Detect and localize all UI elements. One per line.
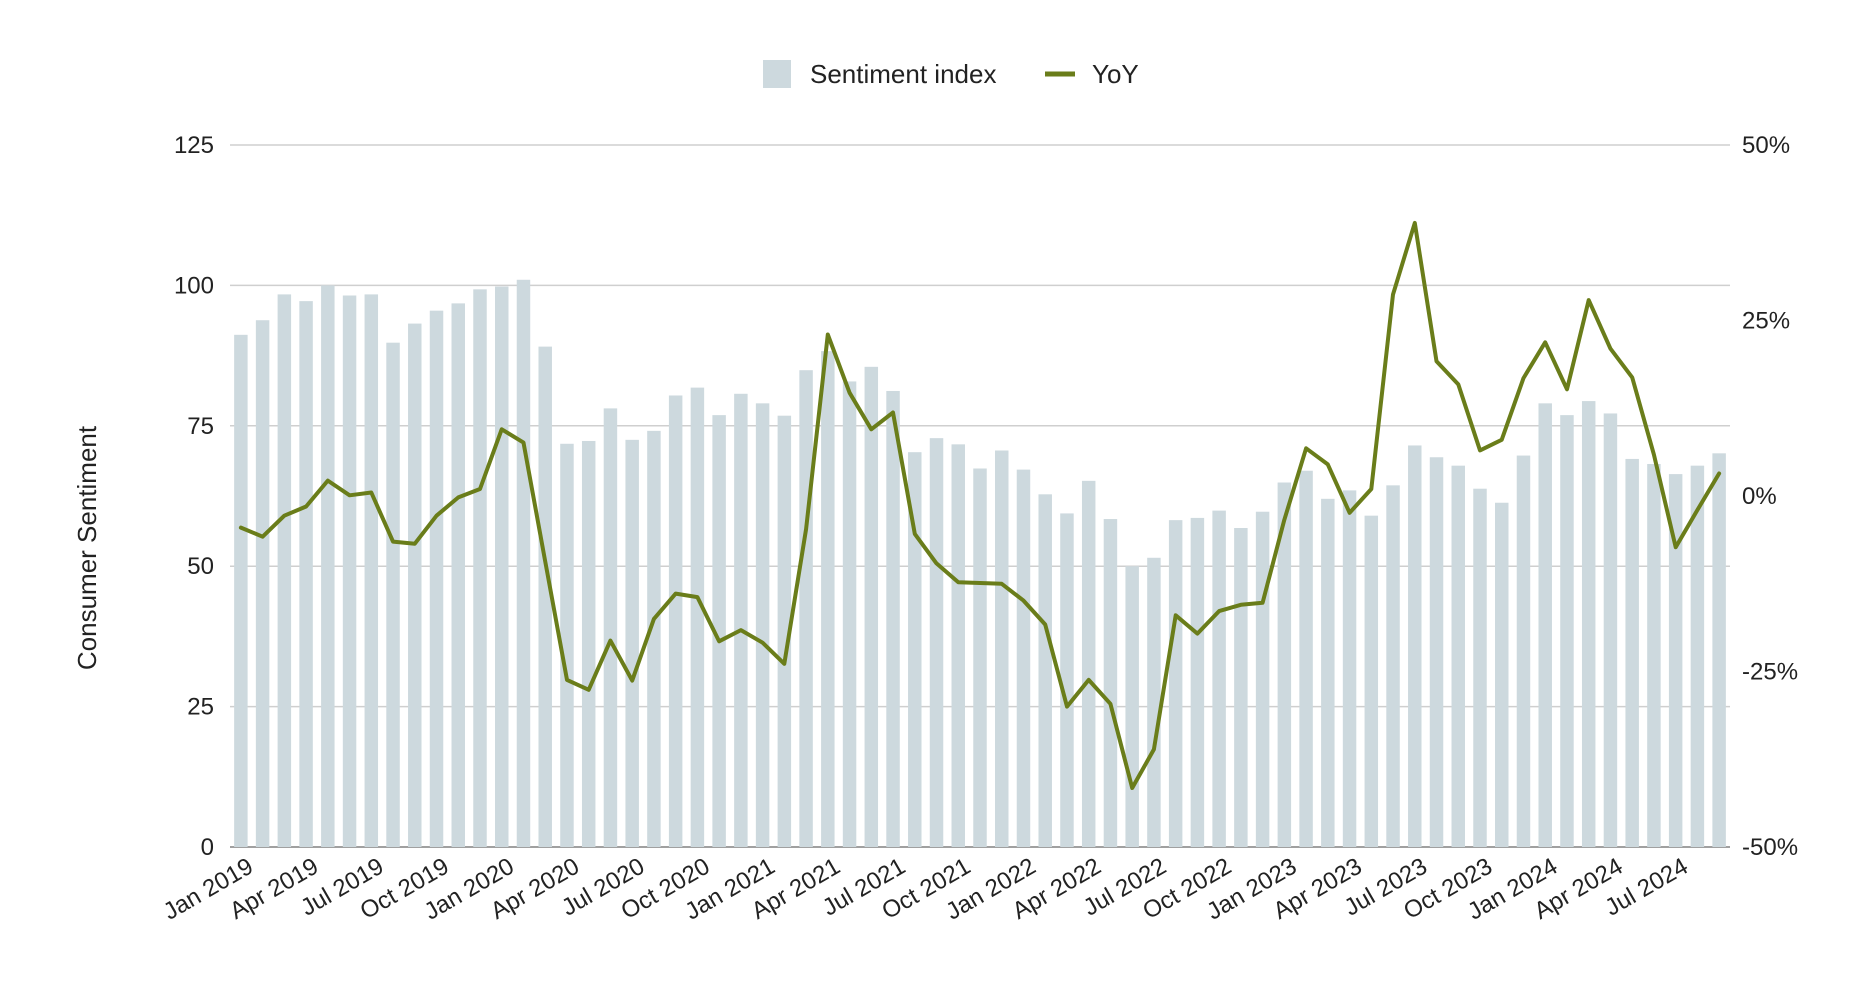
bar	[1234, 528, 1248, 847]
bar	[755, 403, 770, 847]
bar	[1451, 465, 1465, 847]
bar	[1581, 401, 1596, 847]
bar	[1060, 513, 1074, 847]
bar	[364, 294, 379, 847]
bar	[234, 334, 248, 847]
legend-label-sentiment-index: Sentiment index	[810, 59, 996, 89]
bar	[516, 279, 531, 847]
bar	[451, 303, 465, 847]
bar	[1038, 494, 1052, 847]
y-axis-title: Consumer Sentiment	[72, 425, 102, 670]
y-tick-label-left: 100	[174, 272, 214, 299]
bar	[1647, 463, 1661, 847]
y-tick-label-left: 25	[187, 694, 214, 721]
yoy-line-group	[238, 220, 1722, 790]
bar	[668, 395, 683, 847]
bar	[1473, 488, 1487, 847]
bar	[734, 393, 748, 847]
bar	[647, 430, 661, 847]
bar	[1342, 490, 1357, 847]
bar	[1016, 469, 1031, 847]
y-tick-label-right: 25%	[1742, 308, 1790, 335]
bar	[538, 346, 552, 847]
bar	[929, 438, 944, 847]
y-tick-label-left: 75	[187, 413, 214, 440]
bar	[473, 289, 487, 848]
bar	[973, 468, 987, 847]
bar	[908, 452, 922, 847]
bar	[1408, 445, 1422, 847]
y-tick-label-left: 0	[201, 834, 214, 861]
bar	[1516, 455, 1531, 847]
bar	[1364, 515, 1379, 847]
legend: Sentiment index YoY	[763, 59, 1139, 89]
bar	[821, 351, 835, 847]
bar	[386, 342, 400, 847]
bar	[1103, 519, 1118, 847]
bar	[625, 439, 639, 847]
bar	[1299, 470, 1313, 847]
bar	[1625, 458, 1639, 847]
bar	[1081, 480, 1096, 847]
bar	[603, 408, 618, 847]
y-axis-right: -50% -25% 0% 25% 50%	[1742, 132, 1798, 861]
y-axis-left: 0 25 50 75 100 125	[174, 132, 214, 861]
legend-label-yoy: YoY	[1092, 59, 1139, 89]
y-tick-label-right: -50%	[1742, 834, 1798, 861]
bar	[1168, 520, 1183, 847]
bar	[1255, 511, 1270, 847]
bar	[951, 444, 965, 847]
bar	[342, 295, 357, 847]
y-tick-label-left: 125	[174, 132, 214, 159]
bar	[777, 415, 792, 847]
bar	[1603, 413, 1618, 847]
bar	[560, 443, 574, 847]
bar	[299, 301, 313, 848]
bar	[255, 320, 270, 847]
bar	[1212, 510, 1226, 847]
bar	[1429, 457, 1444, 847]
bar	[1712, 453, 1726, 847]
bar	[712, 415, 726, 847]
bar	[1560, 415, 1574, 847]
bar	[799, 370, 813, 847]
bar	[277, 294, 292, 847]
bar	[1277, 482, 1292, 847]
bar	[1668, 474, 1683, 847]
bar	[408, 323, 422, 847]
bar	[429, 310, 444, 847]
legend-swatch-sentiment-index	[763, 60, 791, 88]
bar	[1690, 465, 1705, 847]
bar	[1495, 502, 1509, 847]
bar	[1125, 566, 1139, 847]
bar	[581, 440, 596, 847]
y-tick-label-left: 50	[187, 553, 214, 580]
bar	[1190, 517, 1205, 847]
bar	[1321, 498, 1335, 847]
bars	[234, 279, 1726, 848]
y-tick-label-right: 0%	[1742, 483, 1777, 510]
bar	[495, 286, 509, 847]
bar	[1386, 485, 1400, 847]
bar	[1147, 557, 1161, 847]
bar	[995, 450, 1009, 847]
bar	[1538, 403, 1552, 847]
bar	[864, 366, 879, 847]
bar	[842, 381, 857, 847]
bar	[886, 390, 900, 847]
bar	[690, 387, 705, 847]
bar	[321, 285, 335, 847]
y-tick-label-right: -25%	[1742, 659, 1798, 686]
y-tick-label-right: 50%	[1742, 132, 1790, 159]
